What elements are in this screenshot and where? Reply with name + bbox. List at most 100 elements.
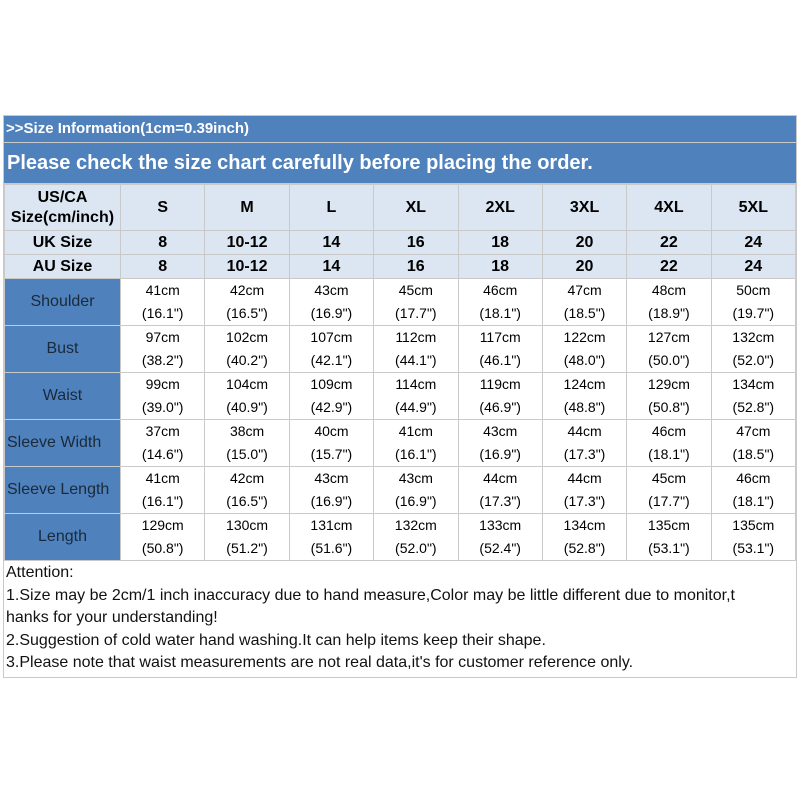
measurement-cell: 50cm (19.7"): [710, 278, 797, 326]
measurement-cell: 45cm (17.7"): [626, 466, 712, 514]
cm-value: 135cm: [647, 517, 690, 533]
measurement-cell: 45cm (17.7"): [373, 278, 459, 326]
inch-value: (17.3"): [563, 446, 606, 462]
measurement-cell: 124cm (48.8"): [541, 372, 628, 420]
cm-value: 43cm: [314, 470, 349, 486]
au-size-cell: 18: [457, 254, 543, 279]
cm-value: 48cm: [651, 282, 687, 298]
cm-value: 38cm: [229, 423, 265, 439]
measurement-row: Sleeve Length 41cm (16.1") 42cm (16.5") 43cm (…: [4, 466, 797, 514]
inch-value: (51.2"): [226, 540, 268, 556]
measurement-cell: 102cm (40.2"): [204, 325, 290, 373]
inch-value: (38.2"): [141, 352, 184, 368]
inch-value: (17.7"): [648, 493, 690, 509]
measurement-cell: 117cm (46.1"): [457, 325, 543, 373]
cm-value: 132cm: [732, 329, 775, 345]
uk-size-cell: 20: [541, 230, 628, 255]
measurement-cell: 43cm (16.9"): [288, 278, 375, 326]
cm-value: 44cm: [567, 470, 602, 486]
uk-size-label: UK Size: [4, 230, 121, 255]
measurement-row: Bust 97cm (38.2") 102cm (40.2") 107cm (42.1") 1…: [4, 325, 797, 373]
measurement-cell: 44cm (17.3"): [457, 466, 543, 514]
inch-value: (50.0"): [648, 352, 690, 368]
us-label-line2: Size(cm/inch): [10, 208, 115, 226]
uk-size-cell: 16: [373, 230, 459, 255]
cm-value: 132cm: [394, 517, 437, 533]
measurement-cell: 114cm (44.9"): [373, 372, 459, 420]
cm-value: 134cm: [732, 376, 775, 392]
cm-value: 134cm: [563, 517, 606, 533]
measurement-cell: 48cm (18.9"): [626, 278, 712, 326]
measurement-cell: 104cm (40.9"): [204, 372, 290, 420]
us-size-cell: 3XL: [541, 184, 628, 231]
measurement-cell: 99cm (39.0"): [119, 372, 206, 420]
cm-value: 119cm: [479, 376, 521, 392]
inch-value: (17.7"): [395, 305, 437, 321]
cm-value: 40cm: [314, 423, 349, 439]
us-size-cell: M: [204, 184, 290, 231]
inch-value: (16.1"): [141, 305, 184, 321]
size-information-title: >>Size Information(1cm=0.39inch): [4, 116, 796, 143]
au-size-row: AU Size 8 10-12 14 16 18 20 22 24: [4, 254, 797, 279]
au-size-label: AU Size: [4, 254, 121, 279]
measurement-cell: 47cm (18.5"): [541, 278, 628, 326]
measurement-cell: 46cm (18.1"): [457, 278, 543, 326]
measurement-cell: 134cm (52.8"): [710, 372, 797, 420]
size-notice: Please check the size chart carefully be…: [4, 143, 796, 184]
cm-value: 104cm: [226, 376, 269, 392]
measurement-cell: 97cm (38.2"): [119, 325, 206, 373]
cm-value: 117cm: [479, 329, 521, 345]
cm-value: 41cm: [145, 282, 180, 298]
measurement-cell: 132cm (52.0"): [373, 513, 459, 561]
measurement-cell: 41cm (16.1"): [119, 466, 206, 514]
measurement-cell: 43cm (16.9"): [373, 466, 459, 514]
size-chart: >>Size Information(1cm=0.39inch) Please …: [3, 115, 797, 678]
uk-size-cell: 18: [457, 230, 543, 255]
note-line-1: 1.Size may be 2cm/1 inch inaccuracy due …: [6, 586, 735, 604]
inch-value: (17.3"): [479, 493, 521, 509]
cm-value: 114cm: [395, 376, 437, 392]
us-label-line1: US/CA: [37, 188, 88, 206]
cm-value: 42cm: [229, 470, 265, 486]
inch-value: (53.1"): [732, 540, 775, 556]
measurement-cell: 119cm (46.9"): [457, 372, 543, 420]
inch-value: (44.1"): [395, 352, 437, 368]
measurement-cell: 42cm (16.5"): [204, 466, 290, 514]
measurement-cell: 112cm (44.1"): [373, 325, 459, 373]
cm-value: 45cm: [398, 282, 433, 298]
cm-value: 112cm: [395, 329, 437, 345]
cm-value: 102cm: [226, 329, 269, 345]
cm-value: 43cm: [314, 282, 349, 298]
inch-value: (52.4"): [479, 540, 521, 556]
us-size-cell: S: [119, 184, 206, 231]
au-size-cell: 20: [541, 254, 628, 279]
measurement-cell: 47cm (18.5"): [710, 419, 797, 467]
inch-value: (46.1"): [479, 352, 521, 368]
cm-value: 107cm: [310, 329, 353, 345]
measurement-cell: 131cm (51.6"): [288, 513, 375, 561]
measurement-label: Sleeve Width: [4, 419, 121, 467]
inch-value: (15.0"): [226, 446, 268, 462]
measurement-row: Length 129cm (50.8") 130cm (51.2") 131cm (51.6…: [4, 513, 797, 561]
measurement-cell: 122cm (48.0"): [541, 325, 628, 373]
measurement-row: Waist 99cm (39.0") 104cm (40.9") 109cm (42.9")…: [4, 372, 797, 420]
measurement-cell: 41cm (16.1"): [119, 278, 206, 326]
inch-value: (39.0"): [141, 399, 184, 415]
measurement-row: Sleeve Width 37cm (14.6") 38cm (15.0") 40cm (1…: [4, 419, 797, 467]
cm-value: 44cm: [567, 423, 602, 439]
inch-value: (15.7"): [310, 446, 353, 462]
measurement-row: Shoulder 41cm (16.1") 42cm (16.5") 43cm (16.9"…: [4, 278, 797, 326]
au-size-cell: 14: [288, 254, 375, 279]
inch-value: (16.1"): [395, 446, 437, 462]
inch-value: (16.1"): [141, 493, 184, 509]
note-line-1-cont: hanks for your understanding!: [6, 609, 218, 626]
measurement-cell: 127cm (50.0"): [626, 325, 712, 373]
measurement-cell: 134cm (52.8"): [541, 513, 628, 561]
cm-value: 129cm: [141, 517, 184, 533]
inch-value: (16.9"): [310, 493, 353, 509]
cm-value: 131cm: [310, 517, 353, 533]
uk-size-cell: 10-12: [204, 230, 290, 255]
cm-value: 41cm: [398, 423, 433, 439]
measurement-cell: 135cm (53.1"): [626, 513, 712, 561]
inch-value: (16.5"): [226, 305, 268, 321]
